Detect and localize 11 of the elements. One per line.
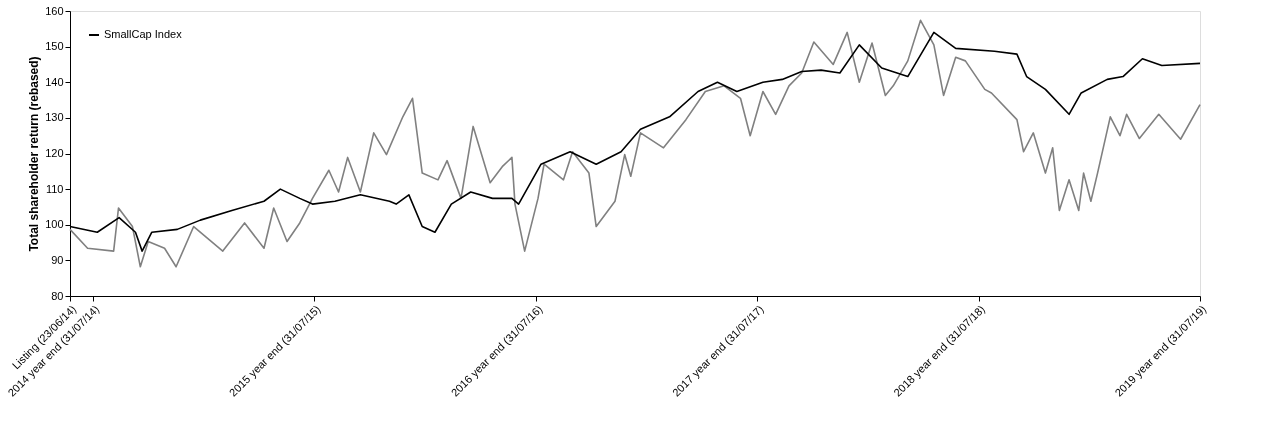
y-tick-label: 100 — [45, 218, 64, 231]
y-axis-title: Total shareholder return (rebased) — [27, 56, 42, 252]
y-tick-label: 120 — [45, 147, 64, 159]
y-tick-label: 80 — [51, 289, 64, 302]
legend-label: SmallCap Index — [104, 28, 183, 40]
y-tick-label: 140 — [45, 75, 64, 88]
y-tick-label: 90 — [51, 253, 64, 266]
y-tick-label: 110 — [45, 182, 64, 195]
y-tick-label: 130 — [45, 111, 64, 124]
y-tick-label: 160 — [45, 4, 64, 17]
y-tick-label: 150 — [45, 40, 64, 53]
